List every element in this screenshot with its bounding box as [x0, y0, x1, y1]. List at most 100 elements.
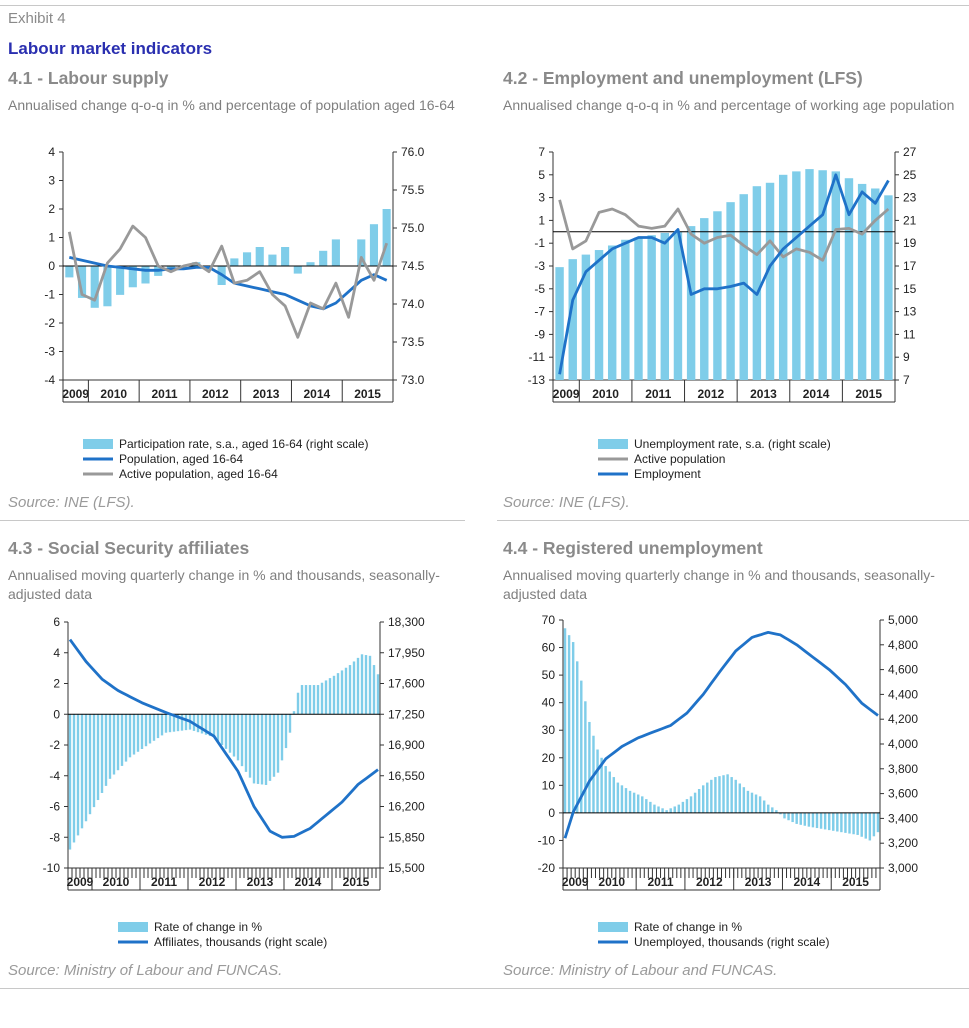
bar-rate-of-change [336, 673, 340, 715]
bar-rate-of-change [807, 812, 811, 827]
bar-rate-of-change [685, 799, 689, 813]
left-tick-label: -2 [44, 316, 55, 330]
line-employment [558, 173, 890, 375]
bar-participation-rate [331, 239, 340, 266]
bar-rate-of-change [220, 714, 224, 745]
bar-rate-of-change [116, 714, 120, 771]
right-tick-label: 11 [903, 327, 916, 341]
line-population [68, 256, 388, 311]
chart-social-security-affiliates: 6 4 2 0 -2 -4 -6 -8 -10 18,300 17,950 17,600 17,250 1… [43, 615, 425, 949]
bar-rate-of-change [819, 812, 823, 829]
bar-rate-of-change [608, 771, 611, 813]
year-label: 2009 [553, 387, 580, 401]
bar-rate-of-change [340, 670, 344, 715]
bar-rate-of-change [108, 714, 112, 779]
left-tick-label: 0 [48, 259, 55, 273]
bar-rate-of-change [128, 714, 132, 758]
year-label: 2015 [855, 387, 882, 401]
bar-unemployment-rate [805, 169, 814, 380]
bar-participation-rate [77, 266, 87, 298]
bar-rate-of-change [852, 812, 855, 835]
bar-rate-of-change [288, 714, 292, 733]
bar-rate-of-change [620, 785, 624, 813]
bar-rate-of-change [352, 661, 356, 715]
bar-rate-of-change [697, 789, 701, 813]
left-tick-label: -20 [538, 861, 556, 875]
year-label: 2011 [648, 875, 674, 889]
bar-rate-of-change [236, 714, 240, 761]
bar-unemployment-rate [607, 245, 617, 380]
right-tick-label: 3,200 [888, 836, 918, 850]
legend-label: Population, aged 16-64 [119, 452, 243, 466]
bar-rate-of-change [256, 714, 260, 784]
bar-rate-of-change [832, 812, 835, 831]
left-tick-label: -1 [44, 288, 55, 302]
bar-rate-of-change [754, 794, 758, 813]
bar-rate-of-change [88, 714, 92, 815]
bar-rate-of-change [645, 799, 648, 813]
bar-rate-of-change [718, 776, 721, 813]
bar-unemployment-rate [726, 202, 735, 380]
legend-swatch-bar [83, 439, 113, 449]
right-tick-label: 4,000 [888, 737, 918, 751]
bar-rate-of-change [876, 812, 880, 833]
bar-rate-of-change [567, 635, 571, 813]
year-label: 2010 [592, 387, 619, 401]
legend-swatch-bar [598, 439, 628, 449]
bar-rate-of-change [300, 685, 304, 715]
bar-participation-rate [281, 247, 290, 266]
left-tick-label: -6 [49, 800, 60, 814]
bar-rate-of-change [144, 714, 148, 747]
bar-rate-of-change [176, 714, 180, 732]
right-tick-label: 75.5 [401, 183, 425, 197]
right-tick-label: 73.5 [401, 335, 425, 349]
bar-rate-of-change [836, 812, 839, 832]
bar-rate-of-change [827, 812, 831, 831]
right-tick-label: 15,500 [388, 861, 425, 875]
bar-rate-of-change [96, 714, 100, 801]
bar-unemployment-rate [844, 178, 854, 380]
bar-unemployment-rate [686, 226, 696, 380]
bar-rate-of-change [604, 766, 607, 813]
bar-rate-of-change [180, 714, 184, 731]
bar-unemployment-rate [634, 237, 643, 380]
bar-rate-of-change [204, 714, 208, 735]
right-tick-label: 18,300 [388, 615, 425, 629]
bar-participation-rate [128, 266, 137, 288]
year-label: 2013 [253, 387, 280, 401]
line-unemployed [563, 631, 879, 839]
right-tick-label: 74.0 [401, 297, 425, 311]
bar-rate-of-change [612, 777, 616, 813]
left-tick-label: -11 [529, 350, 546, 364]
right-tick-label: 73.0 [401, 373, 425, 387]
year-label: 2009 [62, 387, 89, 401]
left-tick-label: 50 [542, 668, 556, 682]
right-tick-label: 76.0 [401, 145, 425, 159]
year-label: 2010 [100, 387, 127, 401]
left-tick-label: 5 [538, 168, 545, 182]
bar-rate-of-change [344, 667, 348, 715]
bar-rate-of-change [722, 775, 725, 813]
chart-employment-unemployment: 7 5 3 1 -1 -3 -5 -7 -9 -11 -13 27 25 23 21 19 17 15 13 11 9 7… [528, 145, 917, 481]
left-tick-label: -3 [534, 259, 545, 273]
bar-rate-of-change [160, 714, 164, 736]
bar-rate-of-change [750, 792, 754, 813]
exhibit-label: Exhibit 4 [8, 10, 66, 27]
bar-rate-of-change [268, 714, 272, 781]
bar-unemployment-rate [673, 231, 683, 380]
bar-rate-of-change [100, 714, 104, 793]
bar-rate-of-change [681, 801, 685, 813]
bar-rate-of-change [677, 804, 681, 813]
right-tick-label: 4,800 [888, 638, 918, 652]
left-tick-label: -4 [44, 373, 55, 387]
bar-rate-of-change [280, 714, 284, 761]
legend-label: Unemployed, thousands (right scale) [634, 935, 829, 949]
bar-rate-of-change [693, 792, 697, 813]
line-active-population [558, 199, 890, 262]
bar-rate-of-change [120, 714, 124, 766]
bar-rate-of-change [200, 714, 204, 734]
left-tick-label: -7 [534, 305, 545, 319]
bar-rate-of-change [216, 714, 220, 742]
chart-labour-supply: 4 3 2 1 0 -1 -2 -3 -4 76.0 75.5 75.0 74.5 74.0 73.5 73.… [44, 145, 425, 481]
bar-participation-rate [268, 254, 277, 266]
